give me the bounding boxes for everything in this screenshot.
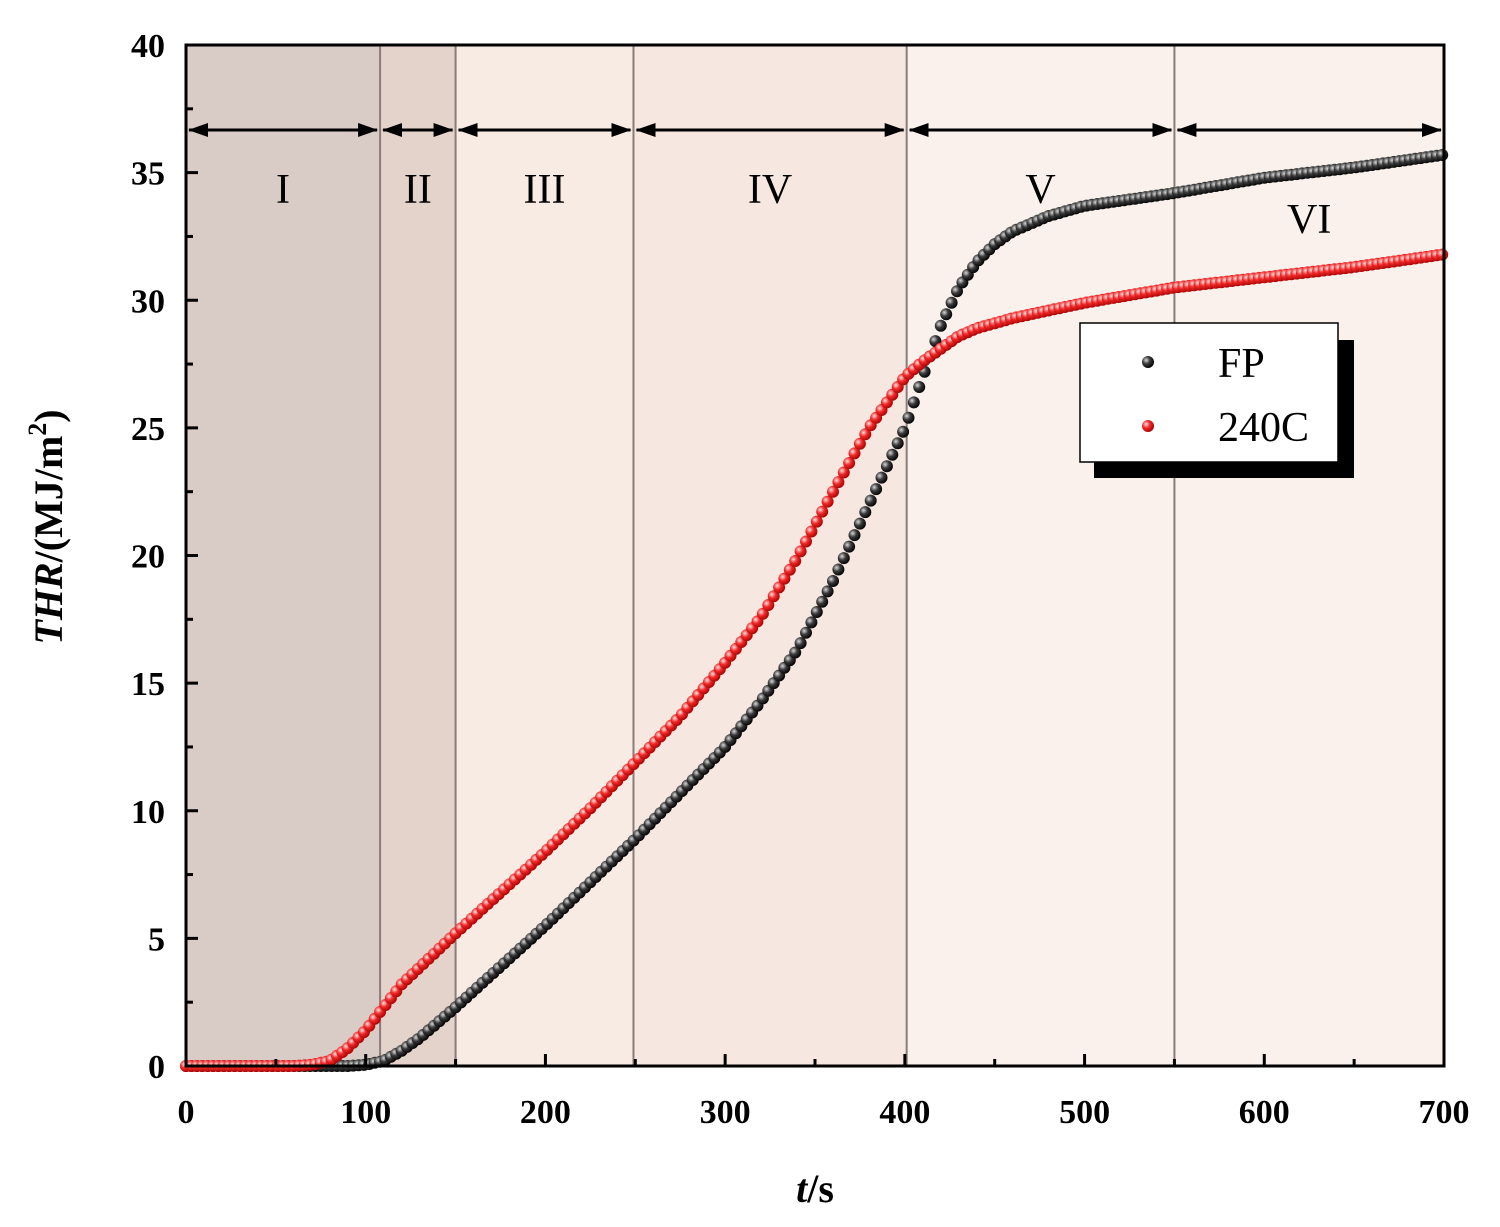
data-point	[810, 606, 823, 618]
data-point	[800, 535, 812, 548]
phase-labels: I II III IV VVI	[276, 167, 1331, 243]
data-point	[945, 296, 958, 309]
data-point	[934, 319, 947, 332]
y-tick-label: 40	[131, 28, 165, 65]
x-tick-label: 200	[520, 1094, 571, 1131]
data-point	[821, 495, 834, 508]
data-point	[907, 396, 920, 409]
data-point	[837, 466, 850, 479]
data-point	[853, 437, 866, 450]
data-point	[1436, 149, 1449, 161]
legend-label-fp: FP	[1218, 341, 1265, 387]
axis-ticks	[184, 43, 1446, 1068]
data-point	[794, 637, 807, 650]
x-tick-label: 100	[340, 1094, 391, 1131]
region-iii	[455, 45, 634, 1066]
x-tick-label: 300	[700, 1094, 751, 1131]
region-label-iii: III	[524, 167, 566, 213]
data-point	[805, 525, 818, 538]
axis-tick-labels: 0 100 200 300 400 500 600 700 0 5 10 15 20 25 30 35 40	[131, 28, 1470, 1131]
data-point	[789, 646, 802, 659]
data-point	[848, 529, 861, 542]
y-tick-label: 25	[131, 411, 165, 448]
legend-label-240c: 240C	[1218, 405, 1309, 451]
region-label-iv: IV	[748, 167, 792, 213]
data-point	[864, 494, 877, 507]
y-tick-label: 30	[131, 283, 165, 320]
data-point	[816, 595, 829, 608]
region-label-vi: VI	[1287, 197, 1331, 243]
data-point	[859, 506, 872, 519]
data-point	[859, 428, 872, 441]
data-point	[756, 607, 769, 620]
x-tick-label: 400	[879, 1094, 930, 1131]
data-point	[805, 616, 818, 629]
data-point	[843, 457, 856, 469]
data-point	[832, 476, 845, 489]
data-point	[902, 411, 915, 424]
data-point	[848, 447, 861, 460]
y-tick-label: 5	[148, 921, 165, 958]
data-point	[800, 626, 812, 639]
data-point	[832, 563, 845, 576]
phase-dividers	[379, 45, 1176, 1066]
region-iv	[633, 45, 907, 1066]
legend-marker-240c	[1142, 420, 1154, 432]
y-tick-label: 15	[131, 666, 165, 703]
data-point	[827, 575, 839, 587]
region-vi	[1174, 45, 1444, 1066]
data-point	[843, 540, 856, 553]
data-point	[762, 599, 775, 611]
data-point	[1436, 248, 1449, 261]
y-axis-title: THR/(MJ/m2)	[23, 409, 71, 644]
legend-marker-fp	[1142, 356, 1154, 368]
data-point	[870, 483, 883, 496]
legend: FP 240C	[1079, 322, 1354, 478]
data-point	[886, 448, 899, 461]
data-series	[180, 149, 1449, 1072]
region-i	[186, 45, 381, 1066]
y-tick-label: 10	[131, 794, 165, 831]
data-point	[913, 381, 926, 393]
data-point	[767, 590, 780, 603]
data-point	[778, 572, 791, 585]
data-point	[816, 505, 829, 518]
legend-box	[1079, 322, 1339, 463]
series-240c	[180, 248, 1449, 1072]
x-tick-label: 500	[1059, 1094, 1110, 1131]
data-point	[837, 552, 850, 565]
data-point	[789, 555, 802, 567]
data-point	[783, 563, 796, 576]
data-point	[773, 581, 786, 594]
x-tick-label: 600	[1239, 1094, 1290, 1131]
series-fp	[180, 149, 1449, 1072]
x-tick-label: 0	[178, 1094, 195, 1131]
region-label-v: V	[1025, 167, 1055, 213]
data-point	[880, 460, 893, 473]
y-tick-label: 20	[131, 539, 165, 576]
data-point	[875, 471, 888, 484]
data-point	[940, 308, 953, 321]
data-point	[951, 285, 963, 298]
y-tick-label: 35	[131, 156, 165, 193]
data-point	[821, 585, 834, 598]
data-point	[827, 485, 839, 498]
data-point	[891, 437, 904, 450]
data-point	[897, 425, 910, 438]
region-ii	[380, 45, 456, 1066]
x-axis-title: t/s	[796, 1166, 834, 1211]
region-label-i: I	[276, 167, 290, 213]
data-point	[810, 515, 823, 528]
region-label-ii: II	[404, 167, 432, 213]
phase-regions	[186, 45, 1444, 1066]
data-point	[853, 517, 866, 530]
y-tick-label: 0	[148, 1049, 165, 1086]
data-point	[794, 545, 807, 558]
x-tick-label: 700	[1419, 1094, 1470, 1131]
